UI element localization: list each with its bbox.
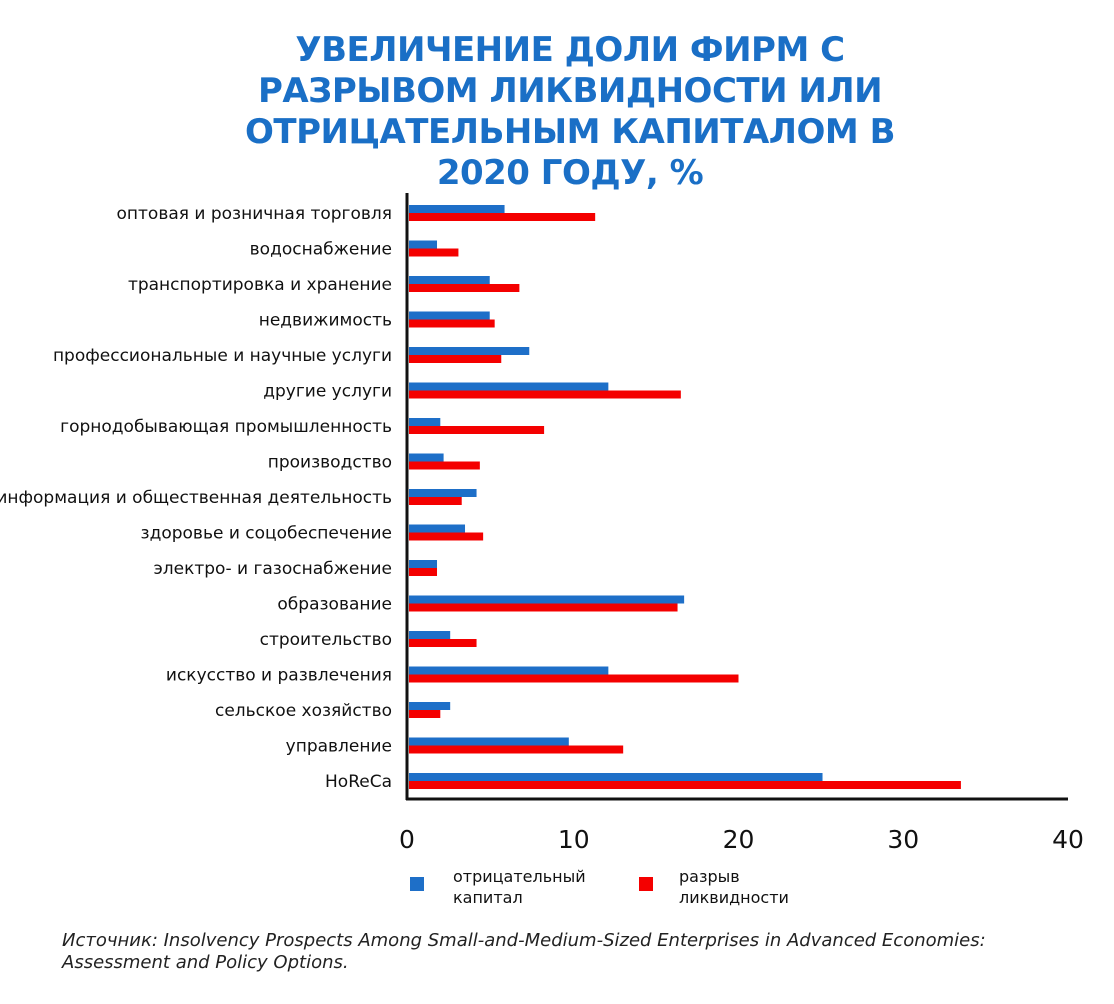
- bar-liquidity-gap: [409, 248, 459, 257]
- bar-liquidity-gap: [409, 213, 596, 221]
- bar-negative-capital: [409, 418, 441, 426]
- x-tick-label: 30: [887, 825, 919, 854]
- category-label: водоснабжение: [250, 240, 392, 260]
- bar-negative-capital: [409, 702, 451, 710]
- category-label: искусство и развлечения: [166, 666, 392, 686]
- bar-negative-capital: [409, 382, 609, 391]
- bar-liquidity-gap: [409, 319, 495, 328]
- axes: [405, 193, 1068, 801]
- category-label: оптовая и розничная торговля: [117, 204, 392, 224]
- category-label: образование: [277, 595, 392, 615]
- bar-liquidity-gap: [409, 674, 739, 683]
- bar-liquidity-gap: [409, 497, 462, 505]
- category-labels: оптовая и розничная торговля водоснабжени…: [0, 204, 392, 792]
- bar-liquidity-gap: [409, 532, 484, 541]
- x-tick-label: 40: [1052, 825, 1084, 854]
- bar-liquidity-gap: [409, 390, 681, 399]
- category-label: производство: [268, 453, 392, 473]
- bar-negative-capital: [409, 240, 438, 249]
- legend-label-liquidity-gap: разрыв: [679, 867, 740, 886]
- bar-chart: оптовая и розничная торговля водоснабжени…: [0, 193, 1084, 907]
- bar-negative-capital: [409, 737, 569, 746]
- category-label: HoReCa: [325, 772, 392, 792]
- bar-negative-capital: [409, 205, 505, 213]
- legend-swatch-liquidity-gap: [639, 877, 653, 891]
- legend-label-negative-capital: капитал: [453, 888, 523, 907]
- category-label: горнодобывающая промышленность: [60, 417, 392, 437]
- category-label: здоровье и соцобеспечение: [141, 524, 392, 544]
- legend: отрицательный капитал разрыв ликвидности: [410, 867, 789, 907]
- bar-negative-capital: [409, 560, 438, 568]
- category-label: профессиональные и научные услуги: [53, 346, 392, 366]
- source-note: Источник: Insolvency Prospects Among Sma…: [62, 930, 986, 973]
- bar-negative-capital: [409, 595, 685, 604]
- bar-liquidity-gap: [409, 426, 545, 434]
- bar-liquidity-gap: [409, 745, 624, 754]
- bar-negative-capital: [409, 311, 490, 320]
- chart-title: УВЕЛИЧЕНИЕ ДОЛИ ФИРМ С РАЗРЫВОМ ЛИКВИДНО…: [244, 30, 896, 193]
- bar-negative-capital: [409, 666, 609, 675]
- category-label: недвижимость: [259, 311, 392, 331]
- x-tick-label: 20: [723, 825, 755, 854]
- bar-negative-capital: [409, 489, 477, 497]
- bar-liquidity-gap: [409, 284, 520, 292]
- category-label: управление: [286, 737, 392, 757]
- category-label: транспортировка и хранение: [128, 275, 392, 295]
- legend-swatch-negative-capital: [410, 877, 424, 891]
- bar-liquidity-gap: [409, 781, 961, 789]
- bar-liquidity-gap: [409, 461, 480, 470]
- bar-liquidity-gap: [409, 710, 441, 718]
- category-label: электро- и газоснабжение: [153, 559, 392, 579]
- x-tick-labels: 0 10 20 30 40: [399, 825, 1084, 854]
- bar-liquidity-gap: [409, 568, 438, 576]
- x-tick-label: 0: [399, 825, 415, 854]
- category-label: другие услуги: [263, 382, 392, 402]
- bar-negative-capital: [409, 453, 444, 462]
- bar-negative-capital: [409, 524, 466, 533]
- category-label: информация и общественная деятельность: [0, 488, 392, 508]
- bar-negative-capital: [409, 773, 823, 781]
- category-label: сельское хозяйство: [215, 701, 392, 721]
- bar-negative-capital: [409, 276, 490, 284]
- bar-negative-capital: [409, 347, 530, 355]
- bars-layer: [409, 205, 961, 789]
- bar-liquidity-gap: [409, 603, 678, 612]
- legend-label-negative-capital: отрицательный: [453, 867, 586, 886]
- bar-liquidity-gap: [409, 639, 477, 647]
- x-tick-label: 10: [558, 825, 590, 854]
- category-label: строительство: [260, 630, 392, 650]
- legend-label-liquidity-gap: ликвидности: [679, 888, 789, 907]
- bar-liquidity-gap: [409, 355, 502, 363]
- bar-negative-capital: [409, 631, 451, 639]
